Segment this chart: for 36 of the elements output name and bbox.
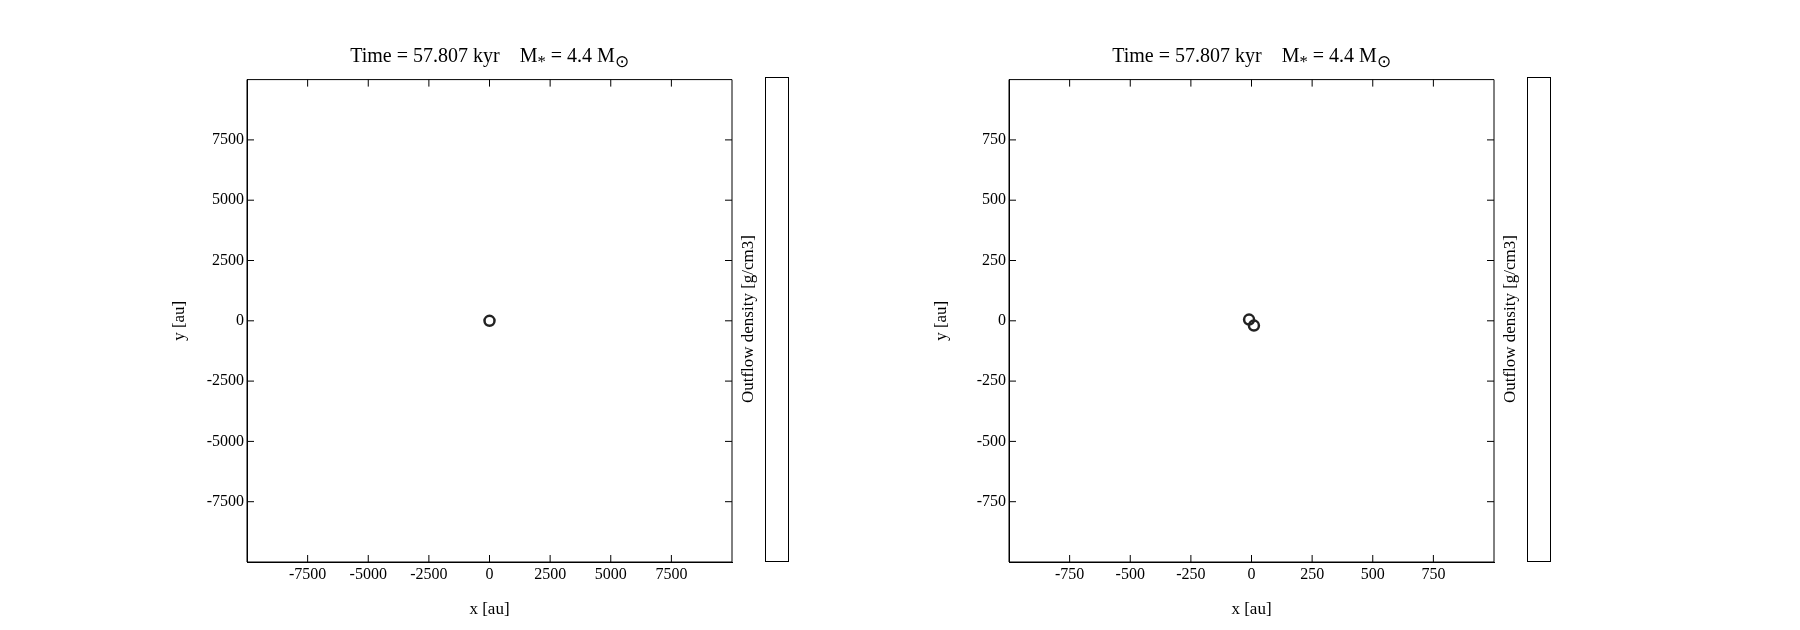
y-tick-label: 750	[982, 130, 1006, 148]
color-bar-title: Outflow density [g/cm3]	[1500, 235, 1520, 404]
y-tick-label: 500	[982, 190, 1006, 208]
x-tick-label: 2500	[534, 564, 567, 582]
x-axis-title: x [au]	[469, 599, 510, 619]
x-tick-label: -2500	[410, 564, 448, 582]
x-tick-label: 7500	[655, 564, 688, 582]
y-tick-label: 0	[998, 311, 1006, 328]
x-tick-label: 750	[1421, 564, 1446, 582]
y-tick-label: -750	[976, 491, 1006, 509]
y-tick-label: 5000	[212, 190, 244, 208]
y-tick-label: -2500	[206, 371, 244, 389]
x-tick-label: 0	[485, 564, 494, 582]
x-tick-label: -500	[1115, 564, 1145, 582]
x-tick-label: -250	[1176, 564, 1206, 582]
y-tick-label: 0	[236, 311, 244, 328]
y-axis-title: y [au]	[168, 300, 188, 341]
y-tick-label: 250	[982, 250, 1006, 268]
y-tick-label: 2500	[212, 250, 244, 268]
y-tick-label: -250	[976, 371, 1006, 389]
chart-title: Time = 57.807 kyr M$_{*}$ = 4.4 M$_{⊙}$	[349, 44, 630, 72]
x-tick-label: 0	[1247, 564, 1256, 582]
chart-title: Time = 57.807 kyr M$_{*}$ = 4.4 M$_{⊙}$	[1111, 44, 1392, 72]
color-bar-title: Outflow density [g/cm3]	[738, 235, 758, 404]
x-tick-label: -750	[1054, 564, 1085, 582]
y-tick-label: -7500	[206, 491, 244, 509]
x-tick-label: 5000	[594, 564, 627, 582]
y-tick-label: -500	[976, 431, 1006, 449]
y-tick-label: 7500	[212, 130, 244, 148]
x-tick-label: 250	[1300, 564, 1325, 582]
x-tick-label: -7500	[288, 564, 327, 582]
x-tick-label: -5000	[349, 564, 387, 582]
x-tick-label: 500	[1360, 564, 1385, 582]
y-tick-label: -5000	[206, 431, 244, 449]
y-axis-title: y [au]	[930, 300, 950, 341]
x-axis-title: x [au]	[1231, 599, 1272, 619]
